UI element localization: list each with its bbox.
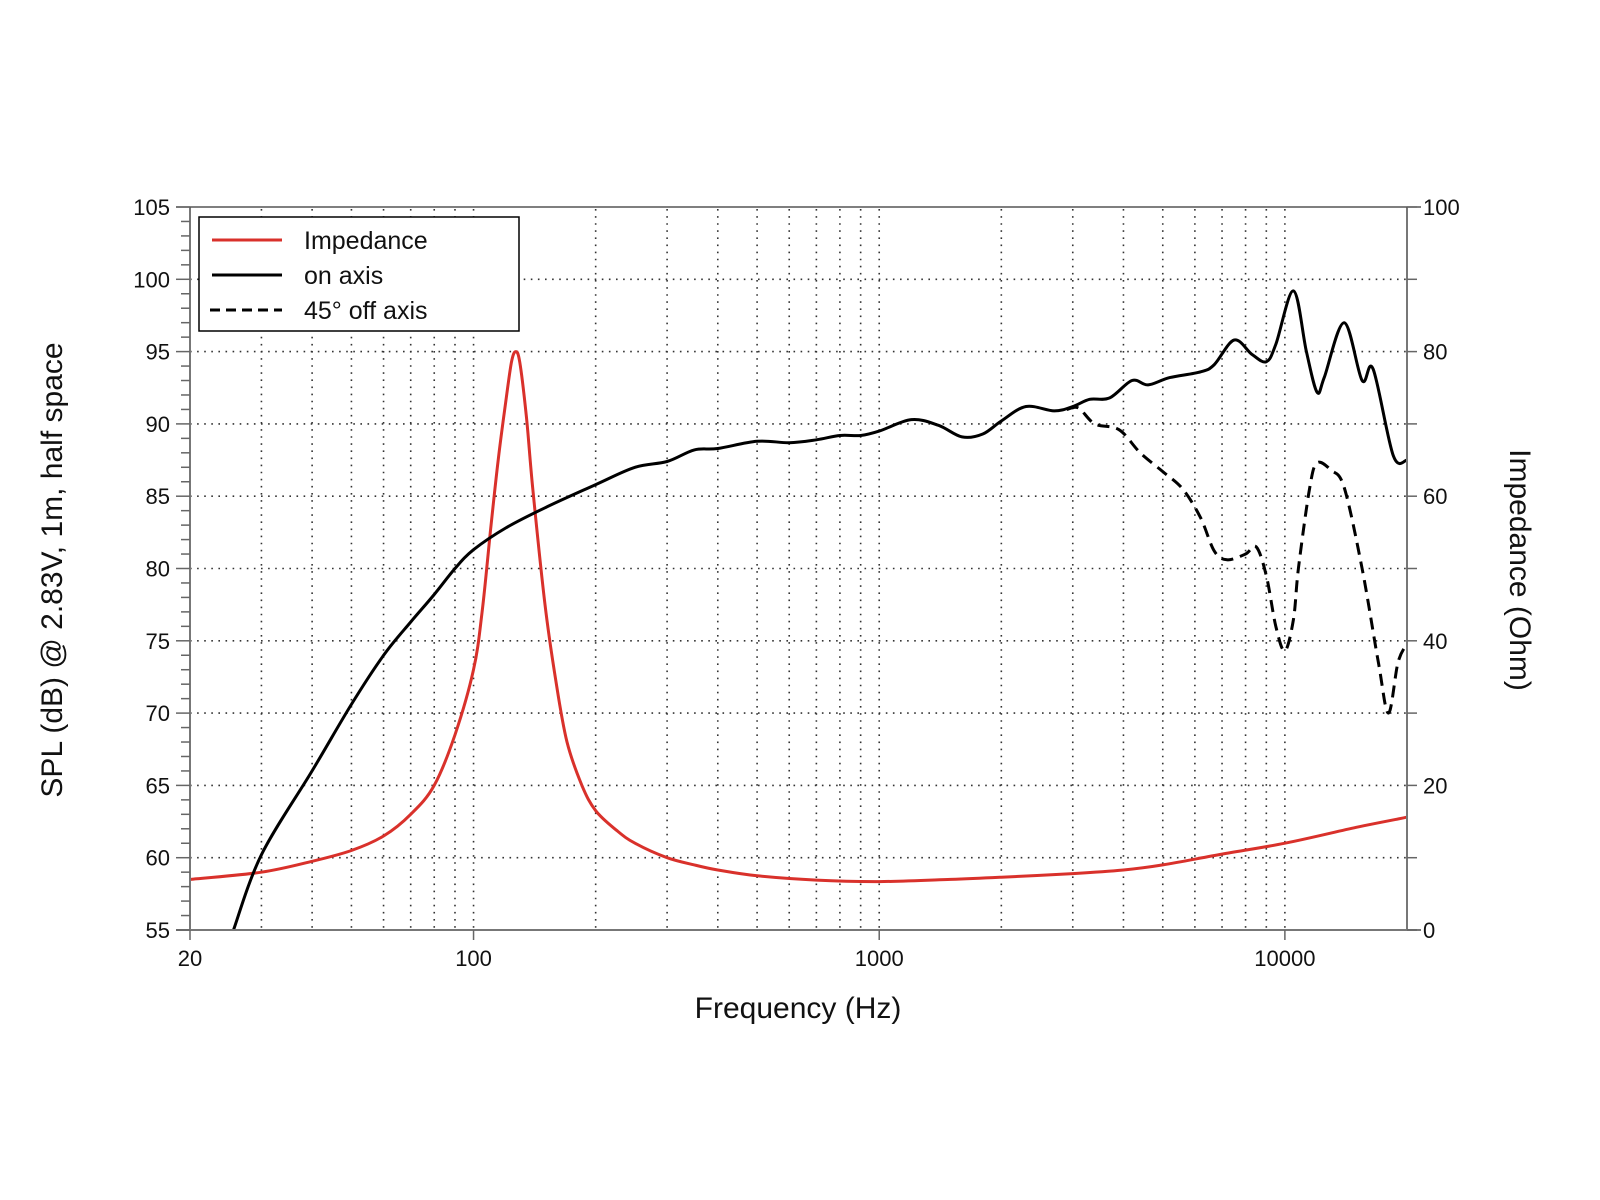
off-axis-curve	[1066, 405, 1409, 715]
y-tick-label: 75	[146, 629, 170, 654]
y2-tick-label: 60	[1423, 484, 1447, 509]
on-axis-curve	[232, 289, 1408, 931]
y2-tick-label: 80	[1423, 340, 1447, 365]
y-tick-label: 80	[146, 557, 170, 582]
y-tick-label: 70	[146, 701, 170, 726]
y-tick-label: 95	[146, 340, 170, 365]
y-tick-label: 55	[146, 918, 170, 943]
ticks: 55 60 65 70 75 80 85 90 95 100 105 0 20 40 60 80 100 20 10…	[133, 195, 1459, 971]
y-tick-label: 100	[133, 267, 170, 292]
legend-label-impedance: Impedance	[304, 227, 428, 255]
legend: Impedance on axis 45° off axis	[198, 216, 520, 332]
y2-axis-title: Impedance (Ohm)	[1503, 449, 1536, 691]
x-tick-label: 100	[455, 946, 492, 971]
x-tick-label: 1000	[855, 946, 904, 971]
y2-tick-label: 0	[1423, 918, 1435, 943]
series-group	[189, 289, 1409, 931]
x-tick-label: 10000	[1254, 946, 1315, 971]
y-tick-label: 105	[133, 195, 170, 220]
impedance-curve	[189, 350, 1408, 884]
y2-tick-label: 40	[1423, 629, 1447, 654]
x-axis-title: Frequency (Hz)	[695, 992, 902, 1025]
y-tick-label: 65	[146, 773, 170, 798]
y-tick-label: 90	[146, 412, 170, 437]
y-tick-label: 85	[146, 484, 170, 509]
y2-tick-label: 20	[1423, 773, 1447, 798]
x-tick-label: 20	[178, 946, 202, 971]
legend-label-off-axis: 45° off axis	[304, 297, 428, 325]
y2-tick-label: 100	[1423, 195, 1460, 220]
y-tick-label: 60	[146, 846, 170, 871]
legend-label-on-axis: on axis	[304, 262, 383, 290]
y-axis-title: SPL (dB) @ 2.83V, 1m, half space	[36, 342, 69, 797]
